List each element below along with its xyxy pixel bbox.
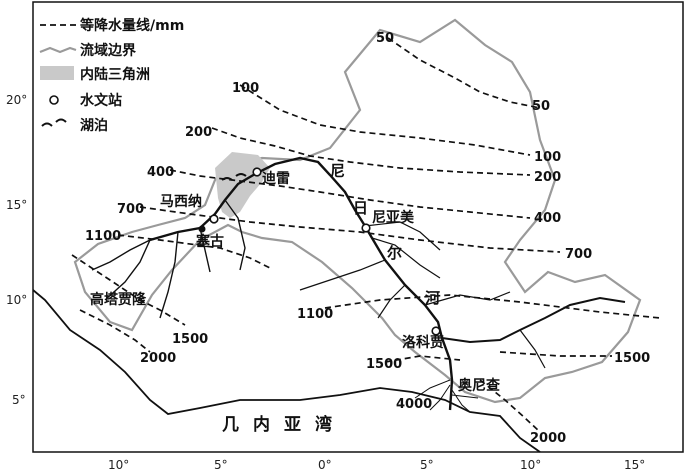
- legend-boundary-symbol: [39, 46, 77, 54]
- lon-10w: 10°: [108, 458, 129, 472]
- label-200-b: 200: [534, 170, 561, 185]
- legend-isohyet-label: 等降水量线/mm: [80, 17, 184, 34]
- isohyet-400: [169, 169, 531, 219]
- station-macina: [209, 214, 219, 224]
- legend: 等降水量线/mm 流域边界 内陆三角洲 水文站 湖泊: [39, 17, 184, 134]
- lat-5: 5°: [12, 393, 26, 407]
- legend-station-symbol: [49, 95, 59, 105]
- label-200-a: 200: [185, 125, 212, 140]
- isohyet-700: [139, 206, 561, 253]
- gulf-of-guinea-label: 几内亚湾: [222, 414, 346, 435]
- isohyet-2000-east: [479, 379, 541, 433]
- label-100-a: 100: [232, 81, 259, 96]
- place-niamey: 尼亚美: [372, 209, 415, 226]
- place-onitsha: 奥尼查: [458, 377, 501, 394]
- legend-boundary-label: 流域边界: [80, 42, 137, 59]
- legend-delta-symbol: [40, 66, 74, 80]
- upper-tributary: [91, 199, 246, 319]
- isohyet-1500-west: [71, 254, 186, 326]
- river-char-1: 尼: [330, 162, 345, 180]
- station-lokoja: [431, 326, 441, 336]
- place-lokoja: 洛科贾: [402, 334, 444, 351]
- isohyet-100: [239, 84, 531, 156]
- label-1500-c: 1500: [614, 351, 650, 366]
- place-timbuktu: 迪雷: [262, 170, 290, 187]
- legend-lake-mark-2: [55, 118, 67, 123]
- label-1500-a: 1500: [172, 332, 208, 347]
- river-char-2: 日: [353, 199, 368, 217]
- latitude-labels: 20° 15° 10° 5°: [6, 93, 27, 407]
- isohyet-1500-delta: [384, 355, 461, 363]
- legend-lake-mark-1: [41, 122, 53, 127]
- isohyet-labels: 50 50 100 100 200 200 400 400 700 700 11…: [85, 31, 650, 446]
- lat-10: 10°: [6, 293, 27, 307]
- lake-2: [235, 173, 247, 177]
- longitude-labels: 10° 5° 0° 5° 10° 15°: [108, 458, 645, 472]
- label-100-b: 100: [534, 150, 561, 165]
- basin-boundary: [73, 18, 642, 404]
- legend-station-label: 水文站: [80, 92, 122, 109]
- station-niamey: [361, 223, 371, 233]
- legend-lake-symbol: [41, 118, 67, 127]
- isohyet-1100-west: [117, 234, 271, 269]
- lon-10e: 10°: [520, 458, 541, 472]
- label-1500-b: 1500: [366, 357, 402, 372]
- label-1100-a: 1100: [85, 229, 121, 244]
- niger-river: [149, 156, 454, 411]
- label-700-b: 700: [565, 247, 592, 262]
- label-2000-b: 2000: [530, 431, 566, 446]
- isohyet-2000-west: [79, 309, 151, 353]
- river-char-4: 河: [425, 289, 440, 307]
- label-50-a: 50: [376, 31, 394, 46]
- lat-20: 20°: [6, 93, 27, 107]
- isohyets: [71, 37, 661, 433]
- lon-5e: 5°: [420, 458, 434, 472]
- lon-0: 0°: [318, 458, 332, 472]
- place-segou: 塞古: [196, 233, 224, 250]
- place-labels: 迪雷 马西纳 塞古 尼亚美 高塔贾隆 洛科贾 奥尼查: [90, 170, 501, 394]
- river-name: 尼 日 尔 河: [330, 162, 440, 307]
- delta-streams: [414, 379, 479, 413]
- label-700-a: 700: [117, 202, 144, 217]
- station-timbuktu: [252, 167, 262, 177]
- isohyet-1100-east: [324, 294, 661, 319]
- city-segou: [198, 225, 206, 233]
- place-macina: 马西纳: [160, 193, 202, 210]
- place-guinea-highlands: 高塔贾隆: [90, 291, 147, 308]
- lat-15: 15°: [6, 198, 27, 212]
- label-2000-a: 2000: [140, 351, 176, 366]
- lon-5w: 5°: [214, 458, 228, 472]
- label-50-b: 50: [532, 99, 550, 114]
- coastline: [32, 289, 541, 453]
- map-frame: [32, 1, 684, 453]
- river-char-3: 尔: [387, 244, 402, 262]
- isohyet-200: [211, 127, 531, 176]
- label-1100-b: 1100: [297, 307, 333, 322]
- benue-river: [441, 296, 626, 344]
- label-400-b: 400: [534, 211, 561, 226]
- isohyet-1500-east: [499, 351, 612, 357]
- legend-delta-label: 内陆三角洲: [80, 66, 150, 83]
- label-400-a: 400: [147, 165, 174, 180]
- legend-lake-label: 湖泊: [80, 117, 108, 134]
- label-4000: 4000: [396, 397, 432, 412]
- isohyet-50: [387, 37, 541, 109]
- lon-15e: 15°: [624, 458, 645, 472]
